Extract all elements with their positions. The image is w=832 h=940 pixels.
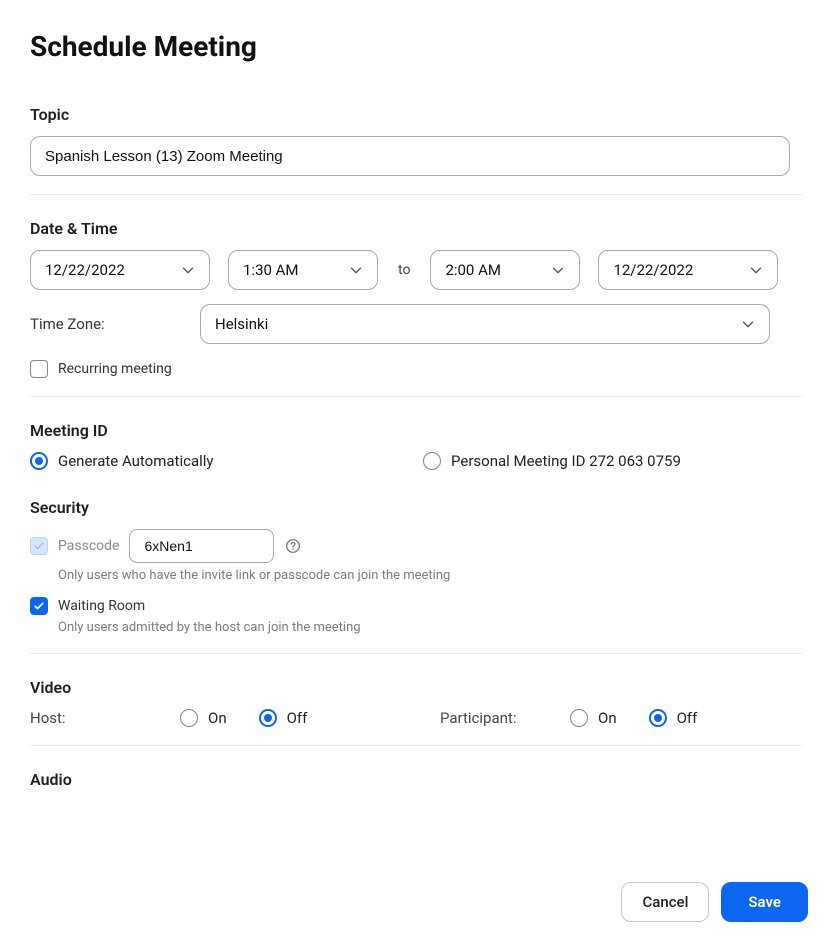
timezone-select[interactable]: Helsinki (200, 304, 770, 344)
video-host-off-radio[interactable] (259, 709, 277, 727)
video-host-off-label: Off (287, 709, 308, 727)
meeting-id-auto-radio[interactable] (30, 452, 48, 470)
timezone-row: Time Zone: Helsinki (30, 304, 802, 344)
footer: Cancel Save (0, 864, 832, 940)
chevron-down-icon (551, 263, 565, 277)
video-host-label: Host: (30, 709, 180, 727)
meeting-id-personal-radio[interactable] (423, 452, 441, 470)
video-participant-off-radio[interactable] (649, 709, 667, 727)
end-time-value: 2:00 AM (445, 261, 501, 279)
recurring-label: Recurring meeting (58, 361, 172, 377)
recurring-row: Recurring meeting (30, 360, 802, 378)
topic-label: Topic (30, 105, 802, 124)
video-label: Video (30, 678, 802, 697)
recurring-checkbox[interactable] (30, 360, 48, 378)
help-icon[interactable] (284, 537, 302, 555)
meeting-id-row: Generate Automatically Personal Meeting … (30, 452, 802, 470)
timezone-label: Time Zone: (30, 315, 180, 333)
divider (30, 194, 802, 195)
topic-input[interactable] (30, 136, 790, 176)
video-participant-on-label: On (598, 709, 617, 727)
waiting-room-hint: Only users admitted by the host can join… (58, 620, 802, 635)
audio-label: Audio (30, 770, 802, 789)
divider (30, 745, 802, 746)
video-participant-label: Participant: (440, 709, 570, 727)
chevron-down-icon (741, 317, 755, 331)
chevron-down-icon (349, 263, 363, 277)
video-host-on-radio[interactable] (180, 709, 198, 727)
start-date-select[interactable]: 12/22/2022 (30, 250, 210, 290)
waiting-room-row: Waiting Room (30, 597, 802, 615)
passcode-row: Passcode (30, 529, 802, 563)
cancel-button[interactable]: Cancel (621, 882, 709, 922)
security-label: Security (30, 498, 802, 517)
end-date-value: 12/22/2022 (613, 261, 693, 279)
divider (30, 396, 802, 397)
timezone-value: Helsinki (215, 315, 268, 333)
passcode-label: Passcode (58, 538, 119, 554)
video-participant-on-radio[interactable] (570, 709, 588, 727)
start-time-select[interactable]: 1:30 AM (228, 250, 378, 290)
form-scroll-area[interactable]: Schedule Meeting Topic Date & Time 12/22… (0, 0, 832, 940)
video-participant-off-label: Off (677, 709, 698, 727)
chevron-down-icon (181, 263, 195, 277)
meeting-id-personal-label: Personal Meeting ID 272 063 0759 (451, 452, 681, 470)
passcode-hint: Only users who have the invite link or p… (58, 568, 802, 583)
to-label: to (398, 262, 410, 278)
end-time-select[interactable]: 2:00 AM (430, 250, 580, 290)
chevron-down-icon (749, 263, 763, 277)
meeting-id-auto-label: Generate Automatically (58, 452, 214, 470)
end-date-select[interactable]: 12/22/2022 (598, 250, 778, 290)
page-title: Schedule Meeting (30, 30, 802, 63)
waiting-room-label: Waiting Room (58, 598, 145, 614)
datetime-row: 12/22/2022 1:30 AM to 2:00 AM 12/22/2022 (30, 250, 802, 290)
waiting-room-checkbox[interactable] (30, 597, 48, 615)
passcode-checkbox (30, 537, 48, 555)
passcode-input[interactable] (129, 529, 274, 563)
video-host-on-label: On (208, 709, 227, 727)
video-row: Host: On Off Participant: On Off (30, 709, 802, 727)
start-date-value: 12/22/2022 (45, 261, 125, 279)
datetime-label: Date & Time (30, 219, 802, 238)
start-time-value: 1:30 AM (243, 261, 299, 279)
divider (30, 653, 802, 654)
save-button[interactable]: Save (721, 882, 808, 922)
meeting-id-label: Meeting ID (30, 421, 802, 440)
